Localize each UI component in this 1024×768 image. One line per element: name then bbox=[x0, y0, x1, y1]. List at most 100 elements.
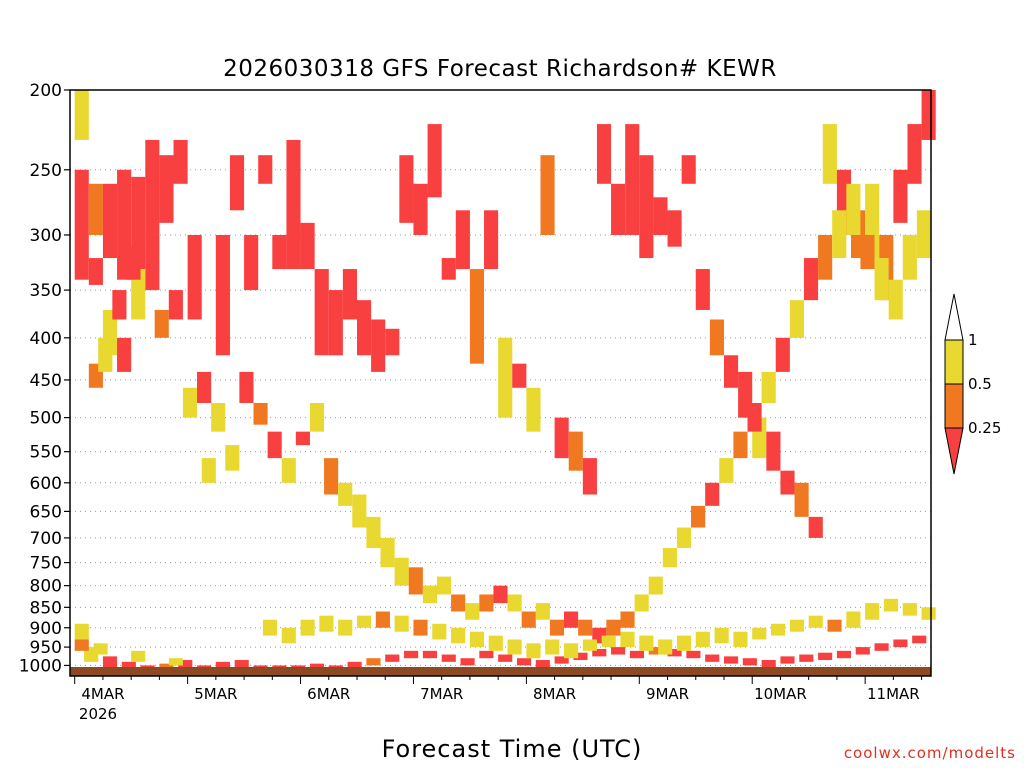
cell-169 bbox=[874, 643, 889, 651]
cell-65 bbox=[907, 124, 922, 184]
cell-34 bbox=[469, 269, 485, 364]
cell-51 bbox=[709, 319, 724, 356]
x-tick-label: 4MAR bbox=[81, 685, 124, 703]
cell-146 bbox=[441, 654, 456, 662]
legend-label: 1 bbox=[968, 331, 978, 349]
cell-103 bbox=[606, 619, 621, 636]
cell-156 bbox=[629, 650, 644, 659]
cell-163 bbox=[761, 660, 776, 668]
y-tick-label: 750 bbox=[30, 554, 62, 574]
cell-187 bbox=[469, 631, 485, 648]
cell-90 bbox=[422, 585, 437, 604]
x-tick-label: 6MAR bbox=[307, 685, 350, 703]
cell-117 bbox=[803, 258, 819, 301]
cell-157 bbox=[648, 647, 663, 655]
y-tick-label: 250 bbox=[30, 161, 62, 181]
cell-116 bbox=[789, 300, 804, 338]
cell-205 bbox=[808, 615, 823, 628]
cell-164 bbox=[780, 656, 795, 664]
cell-12 bbox=[131, 269, 146, 320]
cell-179 bbox=[319, 615, 334, 632]
cell-166 bbox=[818, 652, 833, 661]
cell-25 bbox=[342, 269, 357, 320]
cell-101 bbox=[578, 619, 593, 636]
cell-159 bbox=[686, 650, 701, 659]
cell-204 bbox=[789, 619, 804, 632]
cell-144 bbox=[404, 650, 419, 659]
cell-158 bbox=[667, 648, 682, 657]
y-tick-label: 700 bbox=[30, 529, 62, 549]
cell-83 bbox=[324, 458, 339, 495]
cell-186 bbox=[451, 627, 466, 644]
cell-153 bbox=[573, 652, 588, 661]
y-tick-label: 900 bbox=[30, 619, 62, 639]
cell-175 bbox=[168, 658, 183, 666]
cell-203 bbox=[771, 623, 786, 636]
cell-32 bbox=[441, 258, 456, 280]
y-tick-label: 450 bbox=[30, 371, 62, 391]
cell-132 bbox=[178, 660, 193, 668]
cell-30 bbox=[413, 183, 428, 235]
cell-172 bbox=[74, 639, 89, 651]
cell-142 bbox=[366, 658, 381, 666]
cell-151 bbox=[535, 660, 550, 668]
cell-92 bbox=[451, 594, 466, 612]
y-tick-label: 550 bbox=[30, 443, 62, 463]
cell-29 bbox=[399, 155, 414, 223]
cell-114 bbox=[761, 371, 776, 404]
cell-85 bbox=[352, 494, 367, 528]
cell-67 bbox=[98, 337, 113, 372]
cell-143 bbox=[385, 654, 400, 662]
cell-176 bbox=[262, 619, 278, 636]
cell-45 bbox=[625, 124, 640, 235]
cell-109 bbox=[691, 505, 706, 528]
cell-59 bbox=[822, 124, 837, 184]
cell-181 bbox=[357, 615, 372, 628]
cell-193 bbox=[582, 639, 597, 651]
cell-9 bbox=[173, 139, 188, 184]
x-tick-label: 10MAR bbox=[754, 685, 807, 703]
cell-48 bbox=[667, 210, 682, 247]
plot-frame bbox=[69, 89, 932, 677]
cell-64 bbox=[893, 169, 908, 223]
x-tick-label: 11MAR bbox=[867, 685, 920, 703]
cell-210 bbox=[902, 603, 917, 616]
cell-74 bbox=[201, 458, 216, 483]
cell-185 bbox=[432, 623, 447, 640]
cell-38 bbox=[526, 387, 541, 432]
cell-107 bbox=[662, 547, 677, 568]
legend-swatch-yellow bbox=[944, 339, 964, 385]
cell-141 bbox=[347, 661, 362, 669]
x-tick-sublabel: 2026 bbox=[79, 705, 117, 723]
cell-106 bbox=[648, 576, 663, 595]
cell-66 bbox=[921, 90, 936, 140]
cell-70 bbox=[154, 309, 169, 338]
y-axis: 200 250 300 350 400 450 500 550 600 650 700 750 8008… bbox=[19, 81, 70, 676]
y-tick-label: 500 bbox=[30, 409, 62, 429]
x-axis: 4MAR 5MAR 6MAR 7MAR 8MAR 9MAR 10MAR 11MAR bbox=[74, 676, 923, 703]
cell-211 bbox=[921, 607, 936, 620]
cell-43 bbox=[596, 124, 612, 184]
cell-15 bbox=[117, 337, 132, 372]
cell-50 bbox=[695, 269, 710, 310]
cell-52 bbox=[723, 355, 739, 388]
cell-125 bbox=[916, 210, 931, 259]
cell-44 bbox=[611, 183, 626, 235]
y-tick-label: 650 bbox=[30, 502, 62, 522]
cell-165 bbox=[799, 654, 814, 662]
cell-31 bbox=[427, 124, 442, 198]
cell-2 bbox=[88, 183, 103, 235]
cell-189 bbox=[507, 639, 522, 655]
cell-88 bbox=[394, 557, 409, 586]
cell-33 bbox=[455, 210, 470, 270]
cell-79 bbox=[267, 431, 282, 459]
cell-73 bbox=[197, 371, 212, 404]
y-tick-label: 1000 bbox=[19, 656, 62, 676]
cell-24 bbox=[328, 290, 343, 356]
cell-206 bbox=[827, 619, 842, 632]
cell-182 bbox=[375, 611, 390, 628]
cell-167 bbox=[836, 650, 852, 659]
cell-168 bbox=[855, 647, 870, 655]
cell-161 bbox=[723, 656, 739, 664]
cell-110 bbox=[705, 482, 720, 506]
